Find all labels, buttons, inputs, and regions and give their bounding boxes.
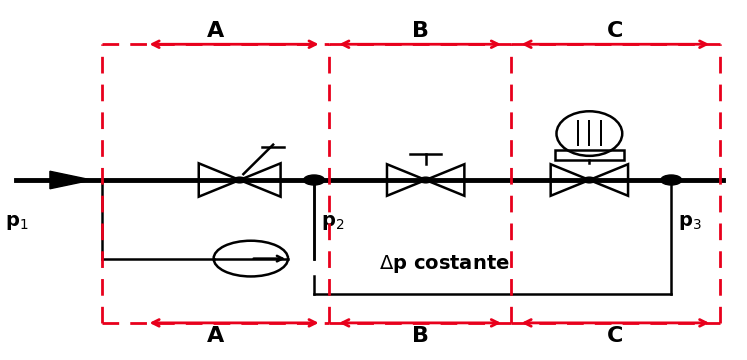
Text: C: C (607, 327, 624, 346)
Text: A: A (207, 327, 224, 346)
Text: B: B (412, 21, 429, 41)
Circle shape (303, 175, 324, 185)
Text: p$_2$: p$_2$ (321, 213, 344, 233)
Circle shape (420, 177, 432, 183)
Text: $\Delta$p costante: $\Delta$p costante (379, 253, 509, 275)
Text: B: B (412, 327, 429, 346)
Text: p$_1$: p$_1$ (4, 213, 28, 233)
Text: C: C (607, 21, 624, 41)
Circle shape (234, 177, 246, 183)
Text: A: A (207, 21, 224, 41)
Circle shape (583, 177, 595, 183)
Polygon shape (50, 171, 92, 189)
Circle shape (661, 175, 681, 185)
Text: p$_3$: p$_3$ (678, 213, 701, 233)
